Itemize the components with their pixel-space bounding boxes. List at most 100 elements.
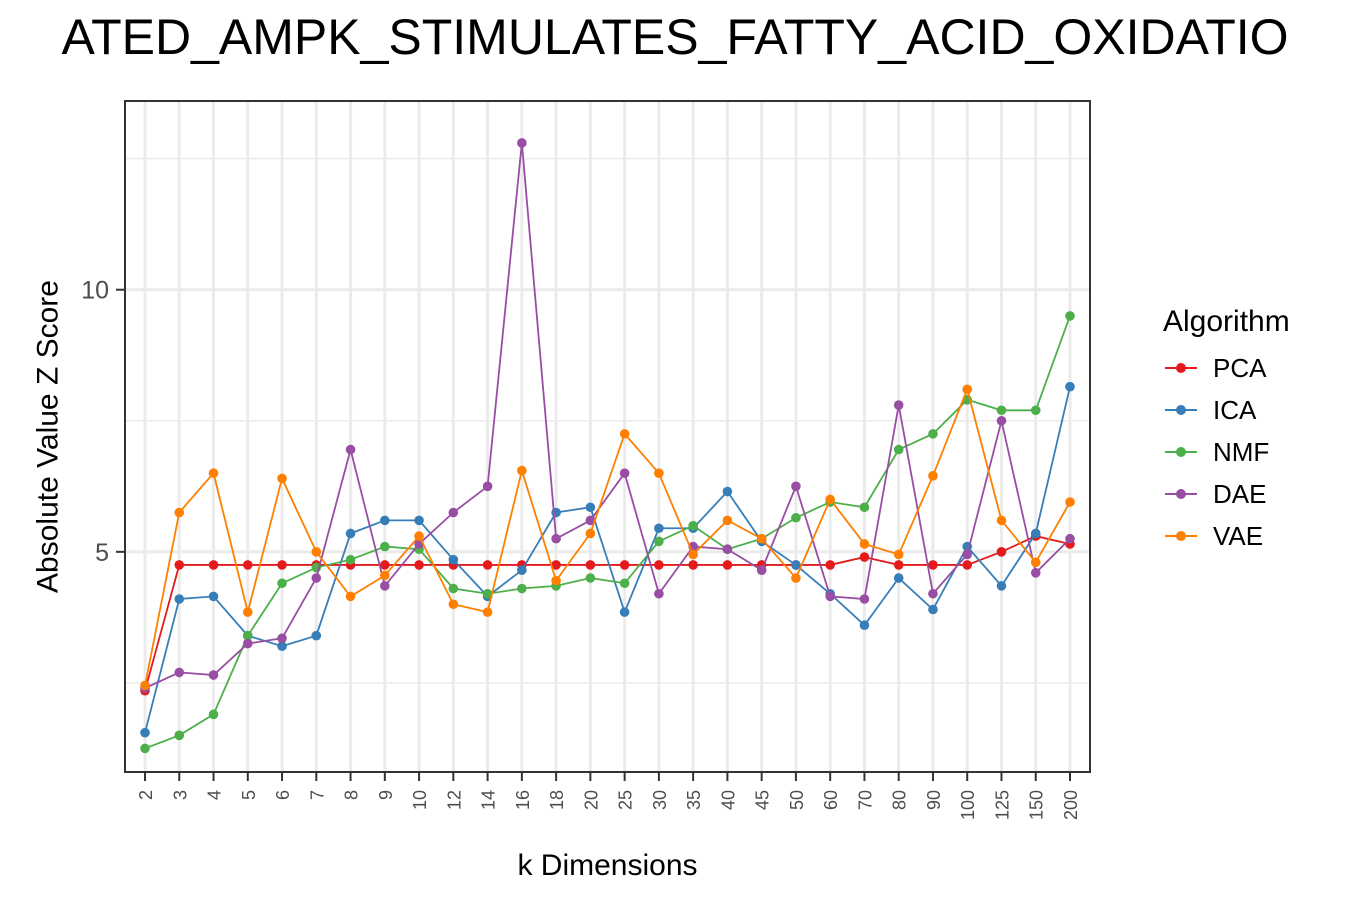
data-point-nmf — [859, 502, 870, 513]
data-point-ica — [1030, 528, 1041, 539]
data-point-dae — [448, 507, 459, 518]
x-tick-label: 10 — [410, 790, 430, 810]
data-point-vae — [174, 507, 185, 518]
legend-item-nmf: NMF — [1163, 431, 1290, 473]
data-point-pca — [996, 547, 1007, 557]
data-point-vae — [996, 515, 1007, 526]
data-point-dae — [928, 588, 938, 599]
x-tick-label: 6 — [273, 790, 293, 800]
data-point-dae — [277, 633, 287, 644]
x-tick-label: 40 — [718, 790, 738, 810]
data-point-pca — [174, 560, 185, 570]
data-point-dae — [174, 667, 185, 678]
data-point-dae — [722, 544, 733, 555]
data-point-pca — [722, 560, 733, 570]
data-point-nmf — [1030, 405, 1041, 416]
x-tick-label: 18 — [547, 790, 567, 810]
y-tick-label: 10 — [81, 277, 109, 305]
data-point-vae — [619, 429, 630, 439]
data-point-nmf — [208, 709, 219, 720]
x-tick-label: 12 — [444, 790, 464, 810]
x-tick-label: 14 — [479, 790, 499, 810]
data-point-pca — [277, 560, 287, 570]
data-point-ica — [928, 604, 938, 615]
data-point-vae — [311, 547, 322, 557]
legend-label-nmf: NMF — [1213, 436, 1270, 467]
data-point-pca — [208, 560, 219, 570]
x-tick-label: 5 — [239, 790, 259, 800]
data-point-dae — [654, 588, 664, 599]
legend-key-vae — [1163, 526, 1199, 546]
data-point-nmf — [174, 730, 185, 741]
x-tick-label: 50 — [787, 790, 807, 810]
data-point-nmf — [688, 520, 698, 531]
data-point-vae — [859, 539, 870, 549]
data-point-nmf — [654, 536, 664, 547]
x-tick-label: 2 — [136, 790, 156, 800]
data-point-nmf — [380, 541, 390, 552]
data-point-nmf — [996, 405, 1007, 416]
data-point-ica — [345, 528, 356, 539]
data-point-vae — [277, 473, 287, 484]
legend-item-vae: VAE — [1163, 515, 1290, 557]
x-tick-label: 4 — [205, 790, 225, 800]
data-point-vae — [791, 573, 801, 583]
data-point-vae — [962, 384, 973, 395]
data-point-nmf — [242, 630, 253, 641]
data-point-dae — [311, 573, 322, 583]
series-vae — [140, 384, 1075, 691]
data-point-pca — [380, 560, 390, 570]
x-tick-label: 45 — [753, 790, 773, 810]
y-tick-label: 5 — [95, 539, 109, 567]
data-point-dae — [791, 481, 801, 492]
data-point-pca — [551, 560, 561, 570]
data-point-vae — [722, 515, 733, 526]
data-point-nmf — [517, 583, 527, 594]
x-tick-label: 20 — [581, 790, 601, 810]
legend-key-nmf — [1163, 442, 1199, 462]
data-point-ica — [1065, 381, 1075, 392]
series-line-dae — [144, 142, 1071, 689]
data-point-dae — [996, 415, 1007, 426]
data-point-vae — [551, 575, 561, 586]
data-point-ica — [619, 607, 630, 617]
data-point-nmf — [448, 583, 459, 594]
x-tick-label: 25 — [616, 790, 636, 810]
data-point-ica — [448, 554, 459, 565]
data-point-dae — [517, 138, 527, 148]
data-point-dae — [242, 638, 253, 649]
legend-item-pca: PCA — [1163, 347, 1290, 389]
data-point-nmf — [482, 588, 493, 599]
data-point-dae — [482, 481, 493, 492]
legend-key-dae — [1163, 484, 1199, 504]
series-line-pca — [144, 535, 1071, 691]
data-point-ica — [380, 515, 390, 526]
data-point-vae — [208, 468, 219, 478]
x-tick-label: 80 — [890, 790, 910, 810]
legend-item-dae: DAE — [1163, 473, 1290, 515]
series-line-nmf — [144, 315, 1071, 750]
data-point-dae — [825, 591, 835, 602]
data-point-vae — [893, 549, 904, 560]
legend: Algorithm PCA ICA NMF DAE VAE — [1163, 305, 1290, 557]
data-point-pca — [893, 560, 904, 570]
x-tick-label: 7 — [307, 790, 327, 800]
data-point-dae — [756, 565, 767, 575]
series-layer — [140, 138, 1075, 754]
y-axis-label: Absolute Value Z Score — [32, 280, 65, 593]
data-point-dae — [208, 670, 219, 680]
x-tick-label: 150 — [1027, 790, 1047, 820]
data-point-vae — [688, 549, 698, 560]
data-point-pca — [414, 560, 424, 570]
data-point-pca — [859, 552, 870, 562]
data-point-vae — [242, 607, 253, 617]
data-point-ica — [791, 560, 801, 570]
data-point-pca — [242, 560, 253, 570]
x-tick-label: 16 — [513, 790, 533, 810]
data-point-vae — [654, 468, 664, 478]
data-point-dae — [585, 515, 596, 526]
data-point-dae — [893, 400, 904, 410]
data-point-vae — [140, 680, 150, 691]
